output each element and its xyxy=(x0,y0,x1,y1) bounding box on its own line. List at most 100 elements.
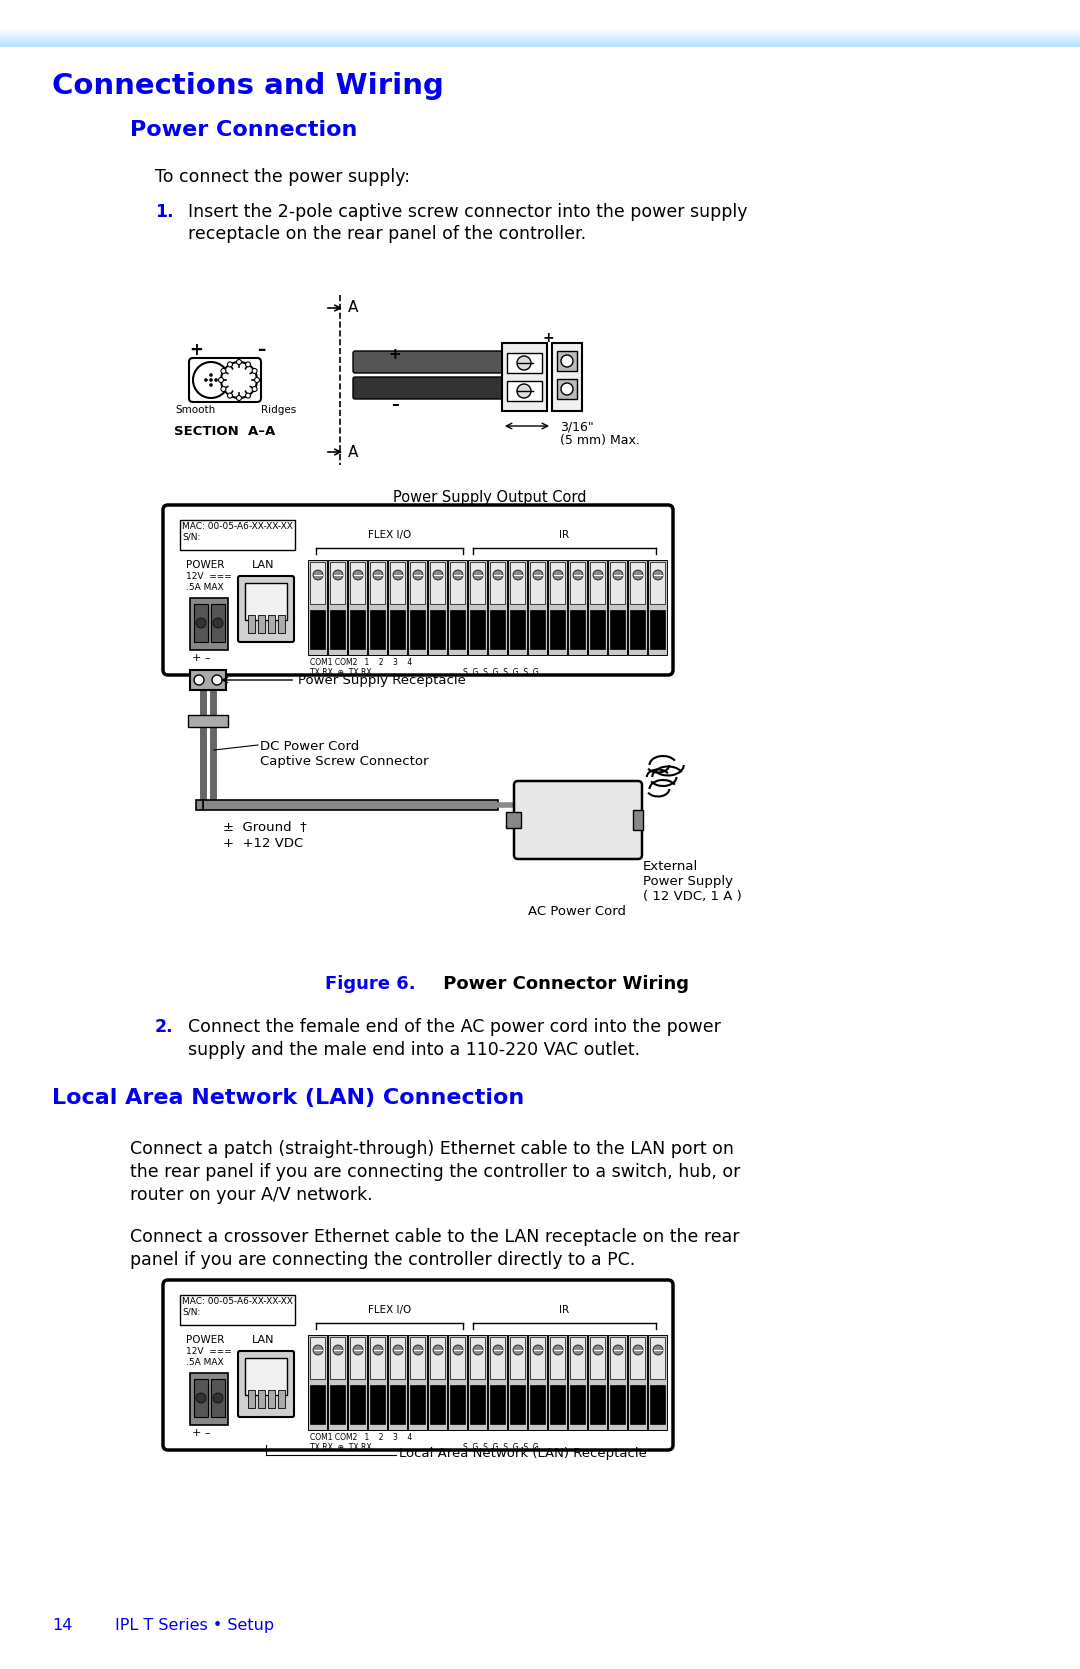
Text: SECTION  A–A: SECTION A–A xyxy=(174,426,275,437)
Text: Power Connector Wiring: Power Connector Wiring xyxy=(437,975,689,993)
Bar xyxy=(330,1337,345,1379)
Bar xyxy=(610,1385,625,1424)
Circle shape xyxy=(245,362,251,367)
Bar xyxy=(190,669,226,689)
Bar xyxy=(310,609,325,649)
Bar xyxy=(588,1335,607,1430)
Text: –: – xyxy=(204,653,210,663)
Circle shape xyxy=(213,1394,222,1404)
Bar xyxy=(408,1335,427,1430)
Bar xyxy=(328,1335,347,1430)
Bar xyxy=(268,614,275,633)
Text: supply and the male end into a 110-220 VAC outlet.: supply and the male end into a 110-220 V… xyxy=(188,1041,640,1060)
Circle shape xyxy=(573,571,583,581)
Circle shape xyxy=(228,362,232,367)
Circle shape xyxy=(492,1345,503,1355)
Circle shape xyxy=(633,571,643,581)
Bar xyxy=(328,561,347,654)
Circle shape xyxy=(333,571,343,581)
Bar xyxy=(194,604,208,643)
Bar xyxy=(203,799,498,809)
Bar xyxy=(528,561,546,654)
Text: –: – xyxy=(204,1429,210,1439)
Bar xyxy=(630,562,645,604)
Text: To connect the power supply:: To connect the power supply: xyxy=(156,169,410,185)
Text: +: + xyxy=(192,1429,201,1439)
Text: ( 12 VDC, 1 A ): ( 12 VDC, 1 A ) xyxy=(643,890,742,903)
Bar xyxy=(470,1337,485,1379)
FancyBboxPatch shape xyxy=(353,377,502,399)
Circle shape xyxy=(393,1345,403,1355)
Text: 2.: 2. xyxy=(156,1018,174,1036)
Bar xyxy=(610,609,625,649)
Circle shape xyxy=(373,1345,383,1355)
Text: S/N:: S/N: xyxy=(183,1307,201,1315)
Text: –: – xyxy=(257,340,266,359)
Bar xyxy=(610,1337,625,1379)
Circle shape xyxy=(221,362,257,397)
Bar xyxy=(410,1385,426,1424)
Bar xyxy=(490,1337,505,1379)
Circle shape xyxy=(210,379,213,382)
Circle shape xyxy=(473,1345,483,1355)
Text: receptacle on the rear panel of the controller.: receptacle on the rear panel of the cont… xyxy=(188,225,586,244)
Bar xyxy=(388,561,407,654)
Bar xyxy=(570,609,585,649)
Circle shape xyxy=(313,1345,323,1355)
Bar xyxy=(368,1335,387,1430)
Circle shape xyxy=(553,571,563,581)
Circle shape xyxy=(413,1345,423,1355)
Text: Local Area Network (LAN) Receptacle: Local Area Network (LAN) Receptacle xyxy=(399,1447,647,1460)
Bar xyxy=(490,1385,505,1424)
Bar xyxy=(590,1337,605,1379)
Circle shape xyxy=(237,359,242,364)
Bar xyxy=(450,1385,465,1424)
Bar xyxy=(348,561,367,654)
Bar xyxy=(557,379,577,399)
Bar xyxy=(510,562,525,604)
Text: 1.: 1. xyxy=(156,204,174,220)
Text: IR: IR xyxy=(559,1305,569,1315)
Circle shape xyxy=(373,571,383,581)
Text: Power Supply: Power Supply xyxy=(643,875,733,888)
Text: S/N:: S/N: xyxy=(183,532,201,541)
Bar xyxy=(550,609,565,649)
Text: FLEX I/O: FLEX I/O xyxy=(368,531,411,541)
Bar xyxy=(530,1385,545,1424)
Bar xyxy=(350,1337,365,1379)
Circle shape xyxy=(613,1345,623,1355)
Bar xyxy=(530,609,545,649)
Text: POWER: POWER xyxy=(186,561,225,571)
Bar xyxy=(552,344,582,411)
Bar xyxy=(211,604,225,643)
Text: A: A xyxy=(348,444,359,459)
Text: Smooth: Smooth xyxy=(176,406,216,416)
Circle shape xyxy=(513,571,523,581)
Bar xyxy=(588,561,607,654)
Text: +: + xyxy=(389,347,402,362)
Text: COM1 COM2   1    2    3    4: COM1 COM2 1 2 3 4 xyxy=(310,1434,413,1442)
Bar xyxy=(390,1337,405,1379)
Bar xyxy=(350,609,365,649)
Bar xyxy=(211,1379,225,1417)
Bar xyxy=(348,1335,367,1430)
Bar xyxy=(180,521,295,551)
Circle shape xyxy=(214,379,218,382)
Circle shape xyxy=(228,394,232,399)
Bar xyxy=(507,354,542,372)
Bar xyxy=(430,1337,445,1379)
Bar xyxy=(590,1385,605,1424)
Bar xyxy=(450,562,465,604)
Text: Insert the 2-pole captive screw connector into the power supply: Insert the 2-pole captive screw connecto… xyxy=(188,204,747,220)
Bar xyxy=(570,1337,585,1379)
Bar xyxy=(278,614,285,633)
Bar xyxy=(630,609,645,649)
Bar xyxy=(528,1335,546,1430)
Circle shape xyxy=(517,355,531,371)
Circle shape xyxy=(433,1345,443,1355)
Bar xyxy=(278,1390,285,1409)
Circle shape xyxy=(245,394,251,399)
Text: Captive Screw Connector: Captive Screw Connector xyxy=(260,754,429,768)
Circle shape xyxy=(573,1345,583,1355)
Bar xyxy=(470,609,485,649)
